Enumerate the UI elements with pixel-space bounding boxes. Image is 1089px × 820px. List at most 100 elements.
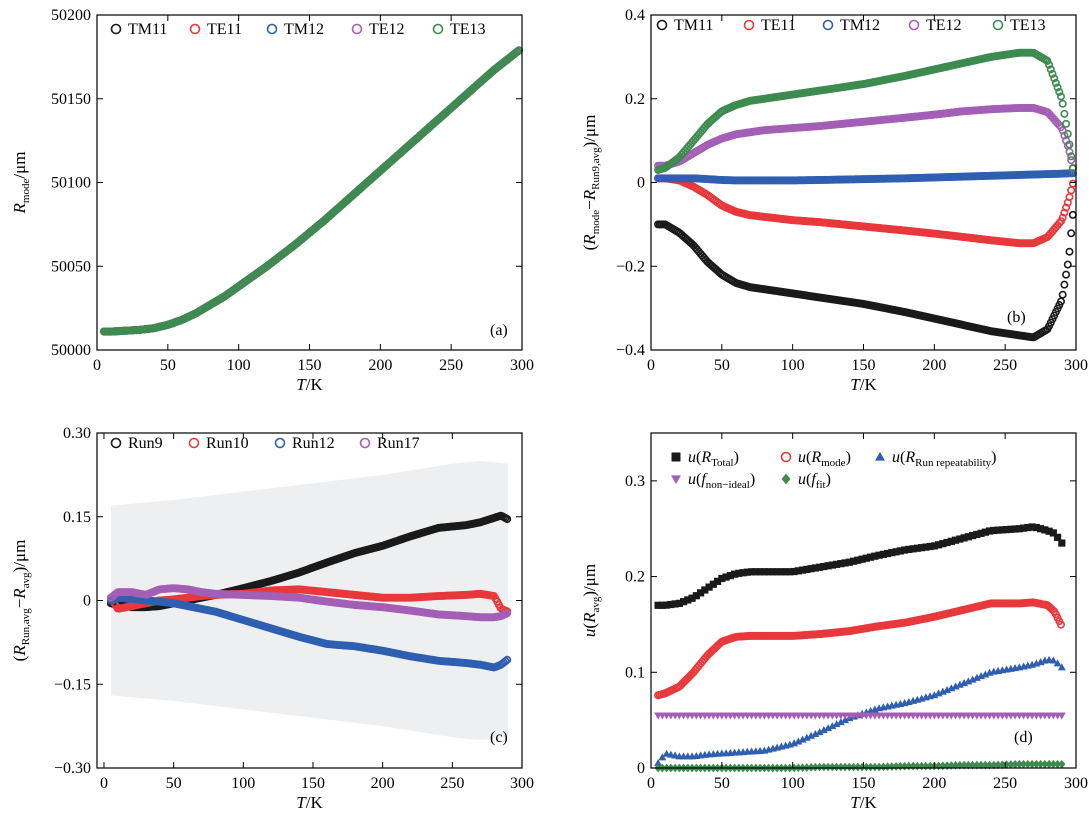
data-point <box>752 568 760 576</box>
data-point <box>875 551 883 559</box>
y-tick-label: 50100 <box>51 175 91 192</box>
data-point <box>1028 523 1036 531</box>
legend-marker <box>110 23 122 35</box>
data-point <box>985 760 994 770</box>
data-point <box>1056 620 1065 629</box>
y-axis-label: u(Ravg)/μm <box>580 564 602 637</box>
x-tick-label: 0 <box>647 357 655 374</box>
data-point <box>964 533 972 541</box>
legend-marker <box>656 19 668 31</box>
data-point <box>1041 526 1049 534</box>
data-point <box>781 568 790 576</box>
data-point <box>985 527 994 535</box>
data-point <box>701 586 709 594</box>
legend-marker <box>266 23 278 35</box>
data-point <box>503 655 512 664</box>
data-point <box>836 718 845 726</box>
legend: TM11 TE11 TM12 TE12 TE13 <box>110 21 486 38</box>
series-u(R_Total) <box>654 523 1066 609</box>
data-point <box>1056 92 1065 101</box>
data-point <box>1049 656 1058 664</box>
data-point <box>798 735 807 743</box>
data-point <box>990 526 998 535</box>
data-point <box>1067 156 1076 165</box>
data-point <box>922 761 930 771</box>
data-point <box>1036 759 1045 769</box>
data-point <box>960 534 968 542</box>
data-point <box>815 563 824 571</box>
y-tick-label: 50150 <box>51 91 91 108</box>
x-tick-label: 0 <box>647 775 655 792</box>
data-point <box>662 601 671 609</box>
series-TE13 <box>100 46 523 336</box>
data-point <box>1032 523 1040 532</box>
data-point <box>994 760 1002 770</box>
y-tick-label: 50050 <box>51 258 91 275</box>
data-point <box>849 762 858 772</box>
plot-frame <box>96 14 523 351</box>
x-axis-label: T/K <box>296 375 323 394</box>
data-point <box>990 760 998 770</box>
x-tick-label: 0 <box>93 357 101 374</box>
legend-marker <box>822 19 834 31</box>
legend-marker <box>359 437 371 449</box>
x-tick-label: 50 <box>714 775 730 792</box>
series-TM11 <box>100 46 523 336</box>
data-point <box>769 568 777 576</box>
data-point <box>1062 270 1071 279</box>
data-point <box>1055 219 1064 228</box>
data-point <box>879 550 887 558</box>
data-point <box>939 761 947 771</box>
data-point <box>866 762 875 772</box>
x-tick-label: 250 <box>440 775 464 792</box>
legend-entry: TM11 <box>128 21 167 38</box>
data-point <box>1057 712 1066 720</box>
data-point <box>730 570 739 578</box>
data-point <box>905 545 913 553</box>
data-point <box>705 583 713 591</box>
x-tick-label: 150 <box>301 775 325 792</box>
data-point <box>930 542 938 550</box>
data-point <box>1067 186 1076 195</box>
data-point <box>998 526 1006 534</box>
data-point <box>879 762 887 772</box>
data-point <box>658 753 667 761</box>
data-point <box>858 762 866 772</box>
data-point <box>1057 663 1066 671</box>
data-point <box>832 720 841 728</box>
data-point <box>1028 759 1036 769</box>
data-point <box>858 555 866 563</box>
x-tick-label: 100 <box>781 775 805 792</box>
data-point <box>981 760 989 770</box>
series-u(R_Run repeatability) <box>654 655 1066 767</box>
data-point <box>713 577 722 585</box>
data-point <box>1015 525 1023 533</box>
x-tick-label: 200 <box>368 357 392 374</box>
x-tick-label: 200 <box>922 357 946 374</box>
data-point <box>892 548 900 556</box>
data-point <box>1049 759 1057 769</box>
data-point <box>845 762 853 772</box>
x-tick-label: 300 <box>510 357 534 374</box>
data-point <box>811 762 819 772</box>
x-axis-label: T/K <box>850 793 877 812</box>
data-point <box>956 760 964 770</box>
data-point <box>1053 83 1062 92</box>
legend-entry: TE13 <box>1010 17 1046 34</box>
legend-entry: Run9 <box>128 435 163 452</box>
x-tick-label: 150 <box>852 357 876 374</box>
data-point <box>1046 65 1055 74</box>
data-point <box>909 761 917 771</box>
data-point <box>807 731 816 739</box>
data-point <box>747 568 756 576</box>
legend-entry: TE13 <box>450 21 486 38</box>
data-point <box>1063 260 1072 269</box>
data-point <box>654 759 663 767</box>
x-tick-label: 200 <box>371 775 395 792</box>
data-point <box>1058 213 1067 222</box>
series-u(f_non-ideal) <box>654 712 1066 720</box>
data-point <box>764 568 773 576</box>
y-tick-label: −0.4 <box>616 342 645 359</box>
data-point <box>875 762 883 772</box>
data-point <box>679 598 688 606</box>
